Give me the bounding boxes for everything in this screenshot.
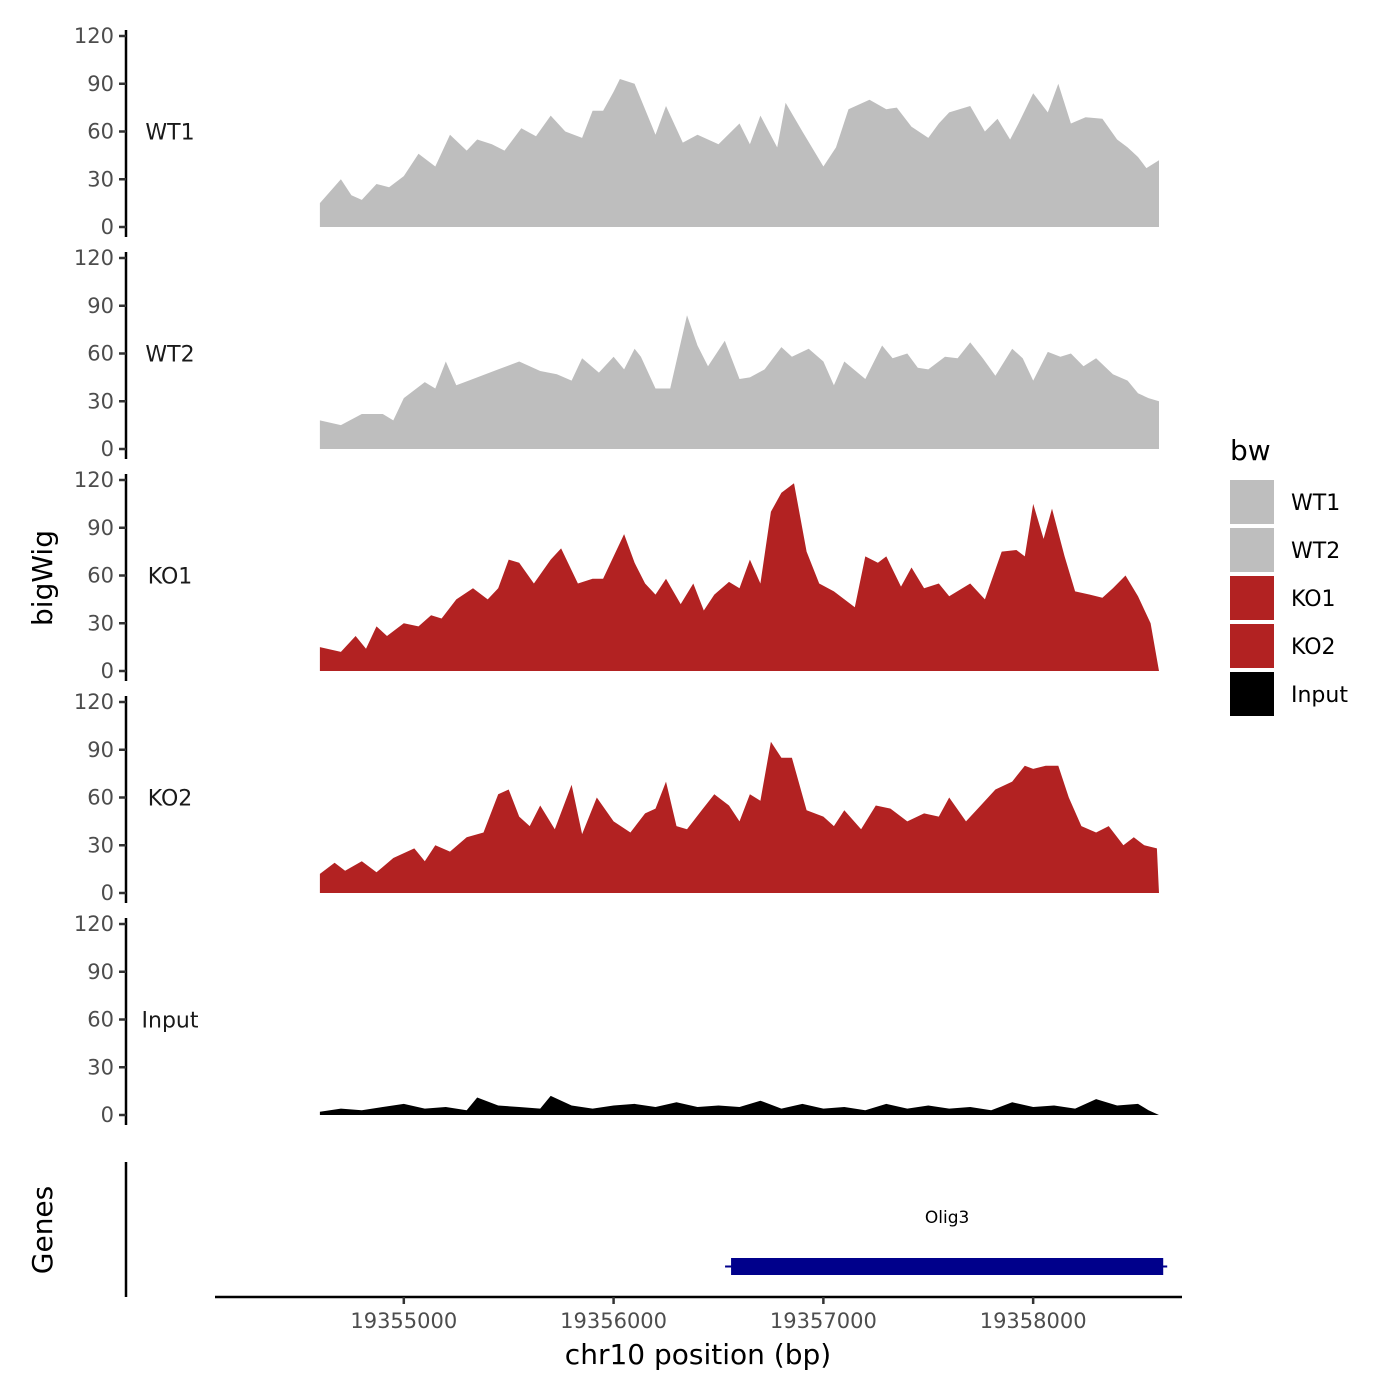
area-KO2	[319, 741, 1159, 893]
legend-label: Input	[1291, 683, 1348, 708]
y-tick-label: 60	[87, 786, 114, 810]
track-label: WT2	[145, 343, 194, 368]
y-tick-label: 90	[87, 738, 114, 762]
y-tick-label: 30	[87, 167, 114, 191]
track-label: Input	[142, 1009, 199, 1034]
legend-label: KO2	[1291, 635, 1336, 660]
x-tick-label: 19357000	[770, 1309, 877, 1333]
track-label: WT1	[145, 121, 194, 146]
legend-key-Input	[1230, 672, 1274, 716]
track-Input: 0 30 60 90 120 Input	[74, 912, 1159, 1127]
y-tick-label: 0	[101, 215, 114, 239]
y-tick-label: 30	[87, 389, 114, 413]
legend-label: WT1	[1291, 491, 1340, 516]
x-axis: 19355000 19356000 19357000 19358000	[215, 1295, 1182, 1333]
y-tick-label: 120	[74, 24, 114, 48]
legend-label: KO1	[1291, 587, 1336, 612]
track-label: KO2	[148, 787, 193, 812]
y-tick-label: 30	[87, 611, 114, 635]
area-WT1	[319, 79, 1159, 227]
y-tick-label: 60	[87, 342, 114, 366]
coverage-tracks: 0306090120WT10306090120WT20306090120KO10…	[74, 24, 1159, 1127]
legend-key-WT2	[1230, 528, 1274, 572]
x-tick-label: 19356000	[560, 1309, 667, 1333]
y-tick-label: 90	[87, 516, 114, 540]
track-WT1: 0 30 60 90 120 WT1	[74, 24, 1159, 239]
y-tick-label: 120	[74, 912, 114, 936]
x-tick-label: 19358000	[980, 1309, 1087, 1333]
y-tick-label: 30	[87, 1055, 114, 1079]
y-tick-label: 90	[87, 294, 114, 318]
y-tick-label: 120	[74, 690, 114, 714]
gene-label: Olig3	[925, 1208, 969, 1228]
y-tick-label: 120	[74, 246, 114, 270]
legend-label: WT2	[1291, 539, 1340, 564]
y-axis-title: bigWig	[26, 530, 59, 626]
y-tick-label: 30	[87, 833, 114, 857]
area-Input	[319, 1095, 1159, 1115]
area-WT2	[319, 315, 1159, 449]
legend-key-KO2	[1230, 624, 1274, 668]
track-label: KO1	[148, 565, 193, 590]
area-KO1	[319, 483, 1159, 671]
y-tick-label: 0	[101, 881, 114, 905]
track-KO1: 0 30 60 90 120 KO1	[74, 468, 1159, 683]
y-tick-label: 0	[101, 437, 114, 461]
genes-axis-title: Genes	[26, 1186, 59, 1274]
x-tick-label: 19355000	[350, 1309, 457, 1333]
legend-key-KO1	[1230, 576, 1274, 620]
y-tick-label: 60	[87, 1008, 114, 1032]
y-tick-label: 120	[74, 468, 114, 492]
track-WT2: 0 30 60 90 120 WT2	[74, 246, 1159, 461]
y-tick-label: 0	[101, 659, 114, 683]
x-axis-title: chr10 position (bp)	[565, 1338, 831, 1371]
y-tick-label: 0	[101, 1103, 114, 1127]
y-tick-label: 60	[87, 120, 114, 144]
genes-panel: Olig3	[124, 1162, 1168, 1297]
y-tick-label: 60	[87, 564, 114, 588]
legend-key-WT1	[1230, 480, 1274, 524]
legend-title: bw	[1230, 434, 1271, 467]
track-KO2: 0 30 60 90 120 KO2	[74, 690, 1159, 905]
legend: bw WT1 WT2 KO1 KO2 Input	[1230, 434, 1348, 716]
y-tick-label: 90	[87, 72, 114, 96]
y-tick-label: 90	[87, 960, 114, 984]
